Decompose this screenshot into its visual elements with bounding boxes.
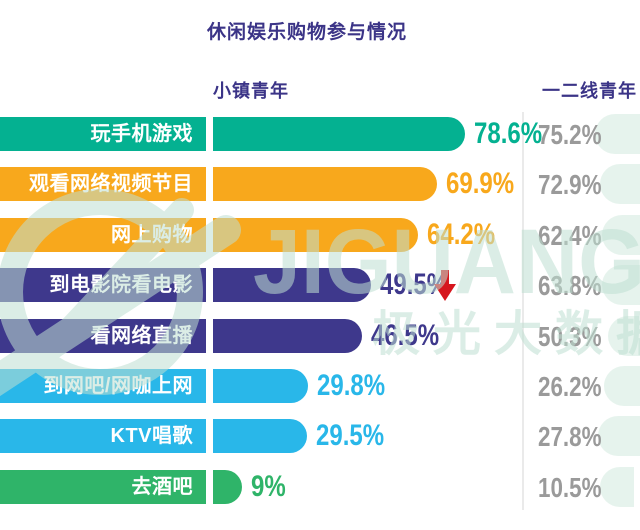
value-bar (213, 268, 371, 302)
small-town-youth-value: 29.8% (317, 369, 386, 402)
value-bar (213, 319, 362, 353)
chart-row: 看网络直播 46.5% 50.3% (0, 316, 640, 356)
red-down-arrow-icon (434, 270, 456, 301)
value-bar (213, 470, 242, 504)
value-bar (213, 167, 437, 201)
right-column-faded-bar-stub (602, 265, 640, 305)
chart-title: 休闲娱乐购物参与情况 (207, 22, 408, 43)
small-town-youth-value: 64.2% (427, 218, 496, 251)
chart-row: 玩手机游戏 78.6% 75.2% (0, 114, 640, 154)
tier12-youth-value: 26.2% (538, 371, 602, 402)
small-town-youth-value: 29.5% (316, 419, 385, 452)
category-label: 网上购物 (0, 218, 206, 252)
value-bar (213, 117, 465, 151)
tier12-youth-value: 75.2% (538, 119, 602, 150)
category-label: 看网络直播 (0, 319, 206, 353)
column-header-small-town-youth: 小镇青年 (213, 81, 289, 101)
category-label: 到电影院看电影 (0, 268, 206, 302)
category-label: KTV唱歌 (0, 419, 206, 453)
right-column-faded-bar-stub (598, 416, 640, 456)
chart-row: 到网吧/网咖上网 29.8% 26.2% (0, 366, 640, 406)
chart-row: 到电影院看电影 49.5% 63.8% (0, 265, 640, 305)
right-column-faded-bar-stub (600, 164, 640, 204)
small-town-youth-value: 69.9% (446, 167, 515, 200)
value-bar (213, 419, 307, 453)
chart-row: KTV唱歌 29.5% 27.8% (0, 416, 640, 456)
small-town-youth-value: 78.6% (474, 117, 543, 150)
right-column-faded-bar-stub (600, 467, 634, 507)
category-label: 到网吧/网咖上网 (0, 369, 206, 403)
right-column-faded-bar-stub (608, 316, 640, 356)
category-label: 玩手机游戏 (0, 117, 206, 151)
tier12-youth-value: 63.8% (538, 270, 602, 301)
value-bar (213, 369, 308, 403)
chart-row: 观看网络视频节目 69.9% 72.9% (0, 164, 640, 204)
category-label: 去酒吧 (0, 470, 206, 504)
chart-row: 去酒吧 9% 10.5% (0, 467, 640, 507)
tier12-youth-value: 72.9% (538, 169, 602, 200)
tier12-youth-value: 10.5% (538, 472, 602, 503)
category-label: 观看网络视频节目 (0, 167, 206, 201)
value-bar (213, 218, 418, 252)
small-town-youth-value: 9% (251, 470, 286, 503)
right-column-faded-bar-stub (602, 215, 640, 255)
right-column-faded-bar-stub (595, 114, 640, 154)
tier12-youth-value: 27.8% (538, 421, 602, 452)
column-header-tier12-youth: 一二线青年 (542, 81, 637, 101)
tier12-youth-value: 50.3% (538, 321, 602, 352)
small-town-youth-value: 46.5% (371, 319, 440, 352)
tier12-youth-value: 62.4% (538, 220, 602, 251)
right-column-faded-bar-stub (604, 366, 640, 406)
chart-row: 网上购物 64.2% 62.4% (0, 215, 640, 255)
column-divider-line (522, 112, 524, 510)
